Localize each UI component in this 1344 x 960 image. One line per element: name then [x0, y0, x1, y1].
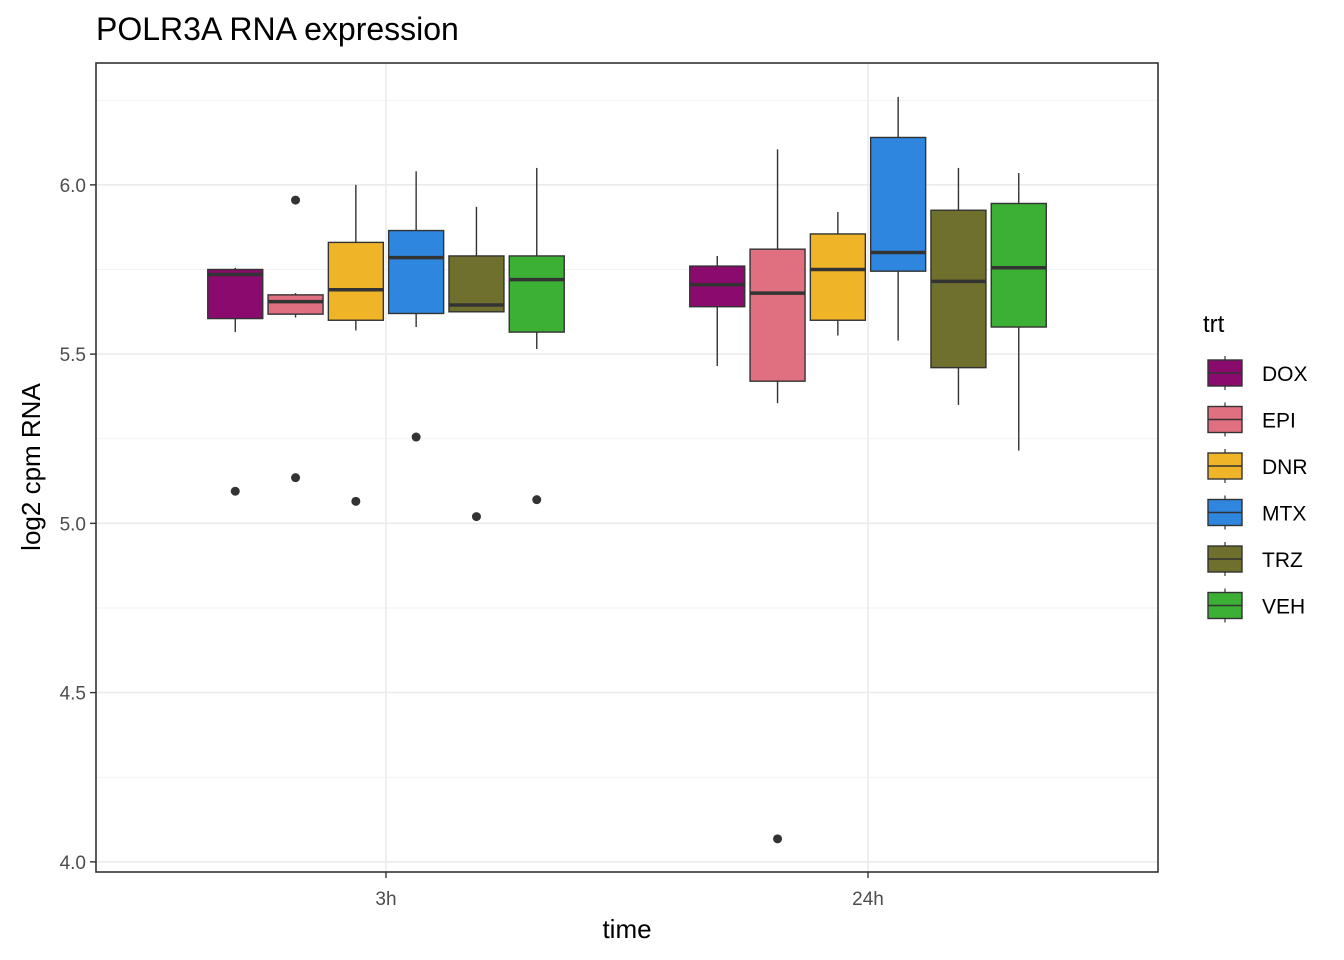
legend: trt DOX EPI DNR MTX TRZ VEH [1203, 311, 1308, 623]
box-veh-3h [508, 167, 565, 505]
box-body [448, 255, 505, 313]
box-trz-3h [448, 206, 505, 522]
box-dox-3h [207, 267, 264, 496]
box-body [930, 209, 987, 369]
box-trz-24h [930, 167, 987, 405]
box-body [327, 241, 385, 321]
outlier-point [411, 432, 421, 442]
grid-lines [96, 63, 1158, 872]
y-tick-label: 5.5 [60, 345, 86, 366]
x-tick-label: 24h [852, 889, 884, 910]
legend-item-dox: DOX [1207, 356, 1308, 390]
box-body [508, 255, 565, 333]
box-body [869, 136, 927, 272]
box-mtx-24h [869, 96, 927, 341]
y-tick-label: 6.0 [60, 176, 86, 197]
y-tick-label: 5.0 [60, 514, 86, 535]
y-tick-label: 4.0 [60, 853, 86, 874]
box-dox-24h [689, 255, 746, 366]
y-tick-label: 4.5 [60, 684, 86, 705]
legend-label: DOX [1262, 363, 1308, 386]
plot-area [95, 62, 1159, 873]
box-dnr-24h [809, 211, 867, 336]
outlier-point [291, 473, 301, 483]
outlier-point [471, 512, 481, 522]
legend-item-veh: VEH [1207, 588, 1305, 623]
box-epi-3h [267, 195, 324, 483]
outlier-point [773, 834, 783, 844]
box-body [387, 229, 445, 315]
outlier-point [532, 495, 542, 505]
x-axis: 3h 24h [375, 872, 884, 910]
outlier-point [230, 486, 240, 496]
y-axis-title: log2 cpm RNA [16, 383, 46, 551]
box-epi-24h [749, 149, 806, 844]
legend-item-trz: TRZ [1207, 542, 1303, 576]
box-body [809, 233, 867, 321]
box-body [267, 294, 324, 315]
box-body [990, 202, 1047, 328]
x-tick-label: 3h [375, 889, 396, 910]
legend-item-dnr: DNR [1207, 449, 1308, 483]
chart-title: POLR3A RNA expression [96, 11, 459, 47]
outlier-point [291, 195, 301, 205]
outlier-point [351, 496, 361, 506]
legend-label: DNR [1262, 456, 1308, 479]
legend-title: trt [1203, 311, 1225, 338]
x-axis-title: time [602, 914, 651, 944]
legend-item-mtx: MTX [1207, 495, 1306, 530]
legend-label: VEH [1262, 596, 1305, 619]
panel-border [95, 62, 1159, 873]
legend-label: EPI [1262, 410, 1296, 433]
box-body [749, 248, 806, 382]
y-axis: 4.0 4.5 5.0 5.5 6.0 [60, 176, 96, 874]
box-series [207, 96, 1047, 844]
legend-label: TRZ [1262, 549, 1303, 572]
legend-item-epi: EPI [1207, 402, 1296, 437]
box-body [207, 268, 264, 320]
box-veh-24h [990, 173, 1047, 451]
box-dnr-3h [327, 184, 385, 506]
panel-background [96, 63, 1158, 872]
box-mtx-3h [387, 171, 445, 442]
legend-label: MTX [1262, 503, 1306, 526]
